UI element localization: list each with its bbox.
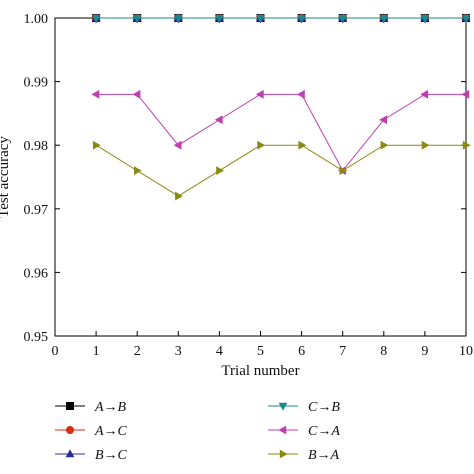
x-tick-label: 5	[257, 344, 264, 359]
y-tick-label: 0.95	[24, 330, 49, 345]
data-point	[338, 14, 348, 23]
legend-label: A→B	[94, 400, 127, 415]
data-point	[173, 14, 183, 23]
x-tick-label: 8	[380, 344, 387, 359]
series-line	[95, 144, 466, 197]
data-point	[297, 14, 306, 23]
x-tick-label: 1	[93, 344, 100, 359]
plot-axes: 0 1 2 3 4 5 6 7 8 9 10 0.95 0.96 0.97 0.98 0.99 1.00	[24, 12, 474, 359]
legend: A→B A→C B→C C→B C→A B→A	[55, 400, 340, 463]
x-tick-label: 6	[298, 344, 305, 359]
y-tick-label: 0.99	[24, 76, 49, 91]
series-layer	[91, 13, 471, 201]
data-point	[256, 14, 265, 23]
series-line	[96, 93, 466, 172]
y-axis-title: Test accuracy	[0, 136, 12, 218]
data-point	[91, 89, 100, 99]
x-tick-label: 3	[175, 344, 182, 359]
legend-item: C→B	[268, 400, 340, 415]
data-point	[461, 89, 470, 99]
legend-item: B→C	[55, 448, 128, 463]
data-point	[461, 14, 471, 23]
legend-label: B→A	[308, 448, 340, 463]
data-point	[132, 89, 141, 99]
data-point	[215, 14, 224, 23]
legend-marker	[65, 449, 75, 458]
data-point	[132, 14, 142, 23]
legend-marker	[279, 449, 288, 459]
x-tick-label: 4	[216, 344, 223, 359]
legend-marker	[278, 402, 288, 411]
x-tick-label: 2	[134, 344, 141, 359]
legend-item: C→A	[268, 424, 340, 439]
data-point	[462, 140, 471, 150]
legend-label: B→C	[95, 448, 128, 463]
data-point	[420, 89, 429, 99]
data-point	[298, 140, 307, 150]
plot-frame	[54, 17, 467, 337]
series-3	[91, 14, 471, 23]
data-point	[216, 166, 224, 176]
data-point	[173, 140, 182, 150]
data-point	[91, 14, 101, 23]
x-tick-label: 10	[459, 344, 473, 359]
data-point	[257, 140, 266, 150]
y-tick-label: 1.00	[24, 12, 49, 27]
legend-label: C→B	[308, 400, 340, 415]
legend-label: C→A	[308, 424, 340, 439]
x-tick-label: 7	[339, 344, 346, 359]
data-point	[379, 14, 389, 23]
data-point	[134, 166, 142, 176]
data-point	[175, 191, 183, 201]
legend-item: B→A	[268, 448, 340, 463]
data-point	[339, 166, 348, 176]
x-axis-title: Trial number	[221, 363, 299, 379]
legend-item: A→C	[55, 424, 128, 439]
data-point	[255, 89, 264, 99]
legend-marker	[278, 425, 287, 435]
data-point	[421, 140, 430, 150]
series-4	[91, 89, 470, 176]
data-point	[420, 14, 430, 23]
series-5	[92, 140, 471, 201]
x-tick-label: 9	[421, 344, 428, 359]
data-point	[92, 140, 101, 150]
x-tick-label: 0	[52, 344, 59, 359]
y-tick-label: 0.96	[24, 266, 49, 281]
data-point	[297, 89, 305, 99]
series-2	[91, 13, 471, 22]
data-point	[380, 140, 389, 150]
data-point	[214, 115, 223, 125]
legend-item: A→B	[55, 400, 127, 415]
legend-marker	[66, 426, 74, 434]
legend-marker	[66, 402, 74, 410]
data-point	[379, 115, 387, 125]
y-tick-label: 0.98	[24, 139, 49, 154]
y-tick-label: 0.97	[24, 203, 49, 218]
legend-label: A→C	[94, 424, 128, 439]
